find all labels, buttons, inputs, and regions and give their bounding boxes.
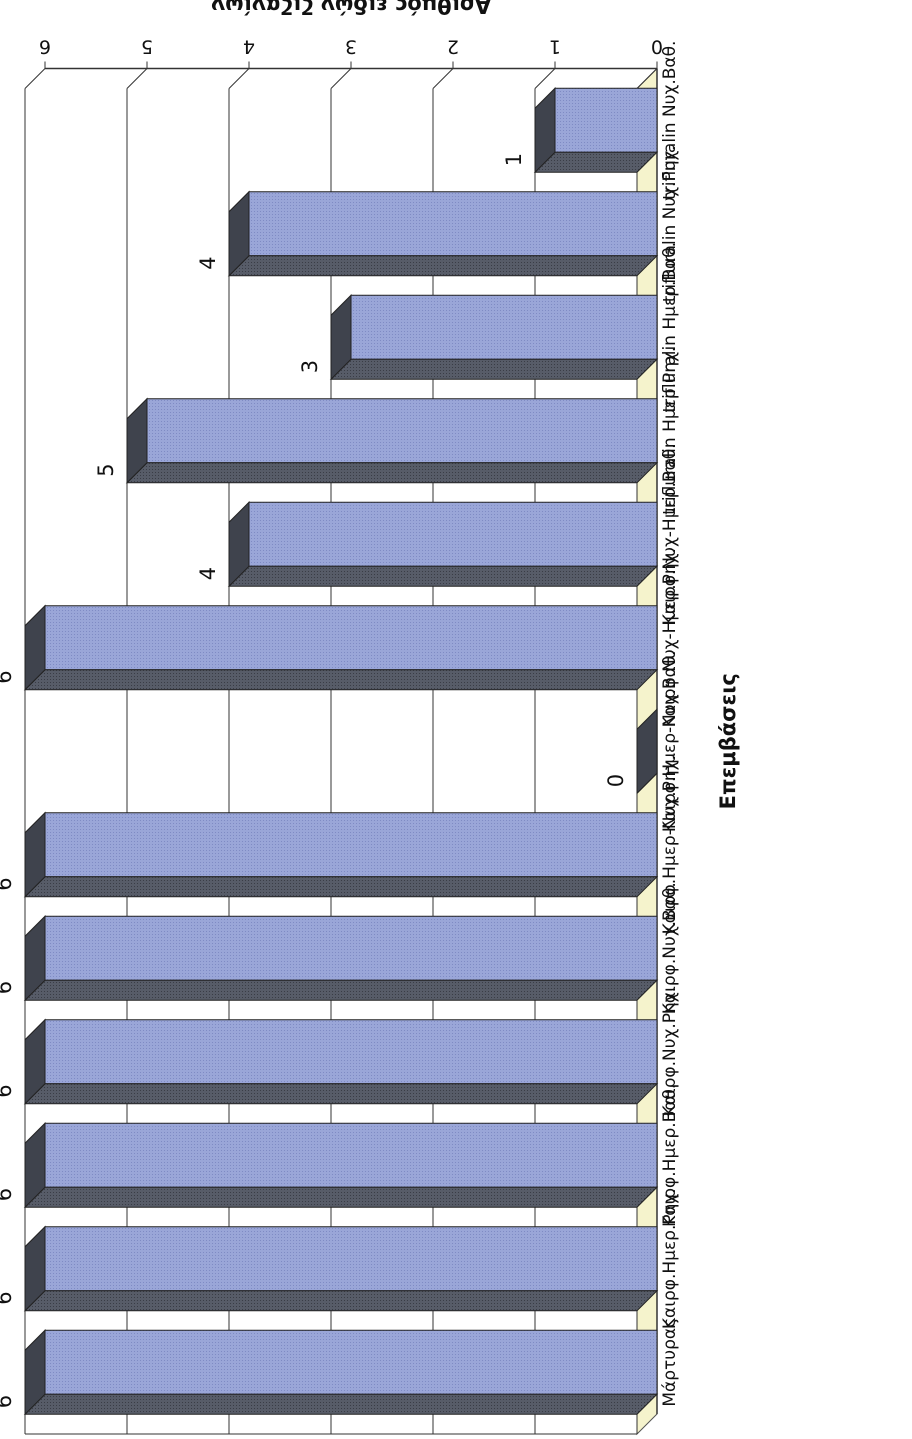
value-tick-label-0: 0: [651, 36, 663, 58]
bar-face-5: [44, 812, 658, 878]
bar-end-7: [24, 604, 46, 691]
bar-face-7: [44, 605, 658, 671]
bar-top-10: [329, 358, 659, 380]
bar-end-5: [24, 811, 46, 898]
value-tick-label-6: 6: [39, 36, 51, 58]
bar-top-9: [125, 462, 659, 484]
bar-top-5: [23, 876, 659, 898]
gridline-diag-3: [330, 68, 352, 89]
data-label-11: 4: [196, 256, 220, 269]
bar-end-2: [24, 1122, 46, 1209]
data-label-12: 1: [502, 153, 526, 166]
bar-face-2: [44, 1122, 658, 1188]
category-label-8: Καιρφ.Νυχ-Ημερ.Βαθ.: [660, 443, 680, 625]
bar-top-8: [227, 565, 659, 587]
bar-face-12: [554, 87, 658, 153]
bar-end-10: [330, 294, 352, 381]
gridline-diag-2: [432, 68, 454, 89]
gridline-diag-6: [24, 68, 46, 89]
gridline-diag-4: [228, 68, 250, 89]
bar-face-0: [44, 1329, 658, 1395]
category-label-0: Μάρτυρας: [660, 1318, 680, 1407]
bar-end-1: [24, 1225, 46, 1312]
data-label-2: 6: [0, 1188, 16, 1201]
category-label-3: Καιρφ.Νυχ.Ρηχ.: [660, 987, 680, 1117]
category-label-1: Καιρφ.Ημερ.Ρηχ.: [660, 1188, 680, 1329]
bar-face-4: [44, 915, 658, 981]
bar-face-3: [44, 1019, 658, 1085]
bar-end-11: [228, 190, 250, 277]
bar-face-9: [146, 398, 658, 464]
value-tick-label-5: 5: [141, 36, 153, 58]
bar-end-4: [24, 915, 46, 1002]
category-label-7: Καιρφ.Νυχ-Ημερ.Ρηχ.: [660, 548, 680, 727]
category-label-6: Καιρφ.Ημερ-Νυχ.Βαθ.: [660, 650, 680, 832]
value-tick-label-4: 4: [243, 36, 255, 58]
bar-end-6: [636, 708, 658, 795]
data-label-7: 6: [0, 670, 16, 683]
data-label-5: 6: [0, 877, 16, 890]
bar-end-9: [126, 397, 148, 484]
value-tick-label-1: 1: [549, 36, 561, 58]
category-label-9: trifluralin Ημερ.Ρηχ.: [660, 347, 680, 515]
bar-top-12: [533, 151, 659, 173]
bar-face-10: [350, 294, 658, 360]
bar-top-4: [23, 979, 659, 1001]
bar-top-3: [23, 1083, 659, 1105]
data-label-10: 3: [298, 360, 322, 373]
data-label-4: 6: [0, 981, 16, 994]
bar-top-7: [23, 669, 659, 691]
gridline-diag-0: [636, 68, 658, 89]
bar-end-0: [24, 1329, 46, 1416]
category-axis-title: Επεμβάσεις: [716, 673, 740, 809]
category-label-12: trifluralin Νυχ.Βαθ.: [660, 41, 680, 200]
data-label-1: 6: [0, 1291, 16, 1304]
value-tick-label-3: 3: [345, 36, 357, 58]
category-label-10: trifluralin Ημερ.Βαθ.: [660, 242, 680, 413]
bar-top-0: [23, 1393, 659, 1415]
bar-face-8: [248, 501, 658, 567]
bar-top-1: [23, 1290, 659, 1312]
category-label-4: Καιρφ.Νυχ.Βαθ.: [660, 882, 680, 1014]
value-axis-title: Αριθμός ειδών ζιζανίων: [211, 0, 491, 18]
bar-end-3: [24, 1018, 46, 1105]
value-tick-label-2: 2: [447, 36, 459, 58]
gridline-diag-1: [534, 68, 556, 89]
category-label-5: Καιρφ.Ημερ-Νυχ.Ρηχ.: [660, 755, 680, 934]
category-label-2: Καιρφ.Ημερ.Βαθ.: [660, 1084, 680, 1227]
bar-top-2: [23, 1186, 659, 1208]
gridline-diag-5: [126, 68, 148, 89]
bar-face-11: [248, 191, 658, 257]
data-label-8: 4: [196, 567, 220, 580]
data-label-9: 5: [94, 463, 118, 476]
data-label-0: 6: [0, 1395, 16, 1408]
bar-face-1: [44, 1226, 658, 1292]
category-label-11: trifluralin Νυχ.Ρηχ.: [660, 145, 680, 302]
data-label-3: 6: [0, 1084, 16, 1097]
data-label-6: 0: [604, 774, 628, 787]
bar-end-12: [534, 87, 556, 174]
rotated-plot: 0 1 2 3 4 5 6 6 Μάρτυρας 6 Καιρφ.Ημερ.Ρηχ. 6 Καιρφ.Η…: [0, 0, 740, 1436]
bar-end-8: [228, 501, 250, 588]
bar-top-11: [227, 255, 659, 277]
